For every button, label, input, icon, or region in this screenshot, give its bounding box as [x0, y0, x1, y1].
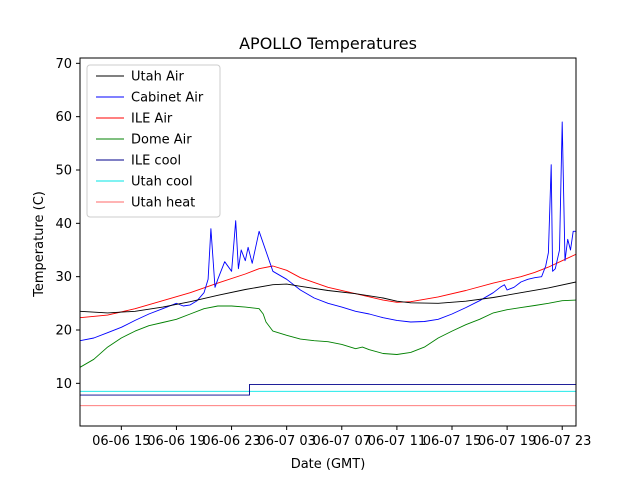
series-line-dome-air [80, 299, 576, 368]
y-tick-label: 70 [55, 57, 72, 72]
legend-label-ile-cool: ILE cool [131, 154, 181, 169]
y-axis: 10 20 30 40 50 60 70 [55, 57, 80, 392]
series-line-ile-cool [80, 383, 576, 396]
x-tick-label: 06-07 15 [423, 434, 481, 449]
series-line-cabinet-air [80, 121, 576, 342]
x-tick-label: 06-06 19 [147, 434, 205, 449]
x-tick-label: 06-07 23 [533, 434, 591, 449]
y-tick-label: 40 [55, 217, 72, 232]
x-tick-label: 06-06 15 [92, 434, 150, 449]
y-tick-label: 30 [55, 270, 72, 285]
x-tick-label: 06-07 03 [257, 434, 315, 449]
y-tick-label: 60 [55, 110, 72, 125]
x-axis-label: Date (GMT) [291, 457, 366, 472]
x-tick-label: 06-07 19 [478, 434, 536, 449]
legend-label-cabinet-air: Cabinet Air [131, 91, 204, 106]
legend-label-utah-cool: Utah cool [131, 175, 193, 190]
series-line-utah-air [80, 281, 576, 314]
plot-frame [79, 57, 577, 427]
plot-lines [80, 121, 576, 407]
series-line-ile-air [80, 253, 576, 319]
y-tick-label: 50 [55, 164, 72, 179]
x-tick-label: 06-06 23 [202, 434, 260, 449]
y-axis-label: Temperature (C) [32, 191, 47, 298]
legend-label-utah-air: Utah Air [131, 70, 184, 85]
legend-label-ile-air: ILE Air [131, 112, 173, 127]
x-tick-label: 06-07 07 [313, 434, 371, 449]
chart-title: APOLLO Temperatures [239, 34, 417, 53]
y-tick-label: 10 [55, 377, 72, 392]
y-tick-label: 20 [55, 324, 72, 339]
x-tick-label: 06-07 11 [368, 434, 426, 449]
legend-label-utah-heat: Utah heat [131, 196, 195, 211]
legend: Utah Air Cabinet Air ILE Air Dome Air ILE co… [86, 64, 221, 218]
legend-label-dome-air: Dome Air [131, 133, 192, 148]
legend-box [86, 64, 221, 218]
